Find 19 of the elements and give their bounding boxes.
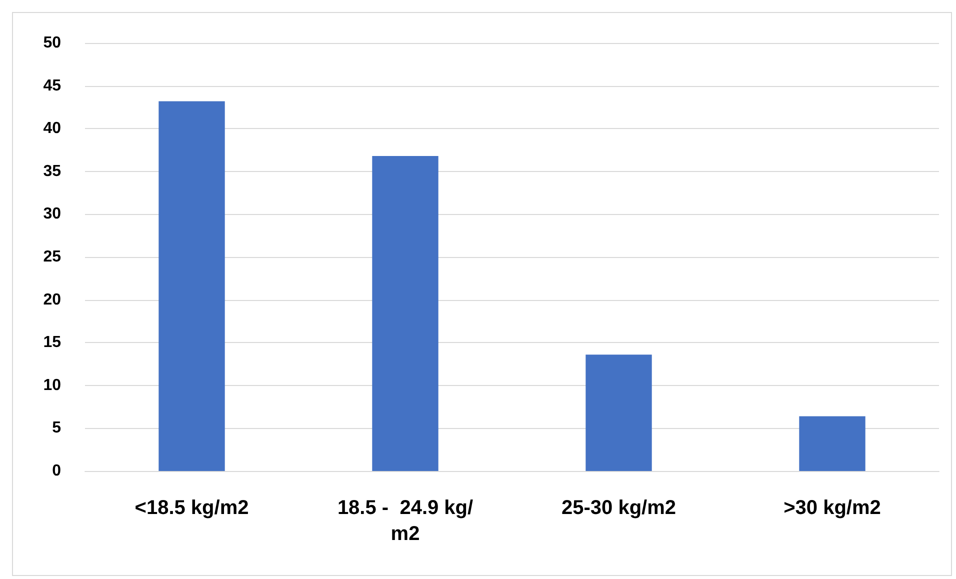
y-tick-label: 0 [52, 462, 62, 480]
y-tick-label: 5 [52, 420, 62, 437]
y-tick-label: 10 [43, 376, 62, 394]
bar [799, 416, 866, 471]
bar [586, 354, 652, 471]
y-tick-label: 20 [43, 291, 62, 308]
y-tick-label: 30 [43, 206, 62, 223]
y-tick-label: 50 [43, 34, 62, 52]
x-tick-label: <18.5 kg/m2 [134, 497, 249, 519]
y-tick-label: 40 [43, 120, 62, 138]
x-tick-label: 25-30 kg/m2 [561, 497, 676, 519]
y-tick-label: 35 [43, 162, 62, 180]
y-tick-label: 45 [43, 77, 62, 94]
x-tick-label: 18.5 - 24.9 kg/m2 [337, 497, 474, 545]
bar [372, 156, 438, 471]
y-tick-label: 25 [43, 248, 62, 266]
y-tick-label: 15 [43, 334, 62, 352]
bar [158, 101, 225, 471]
x-tick-label: >30 kg/m2 [784, 497, 881, 519]
